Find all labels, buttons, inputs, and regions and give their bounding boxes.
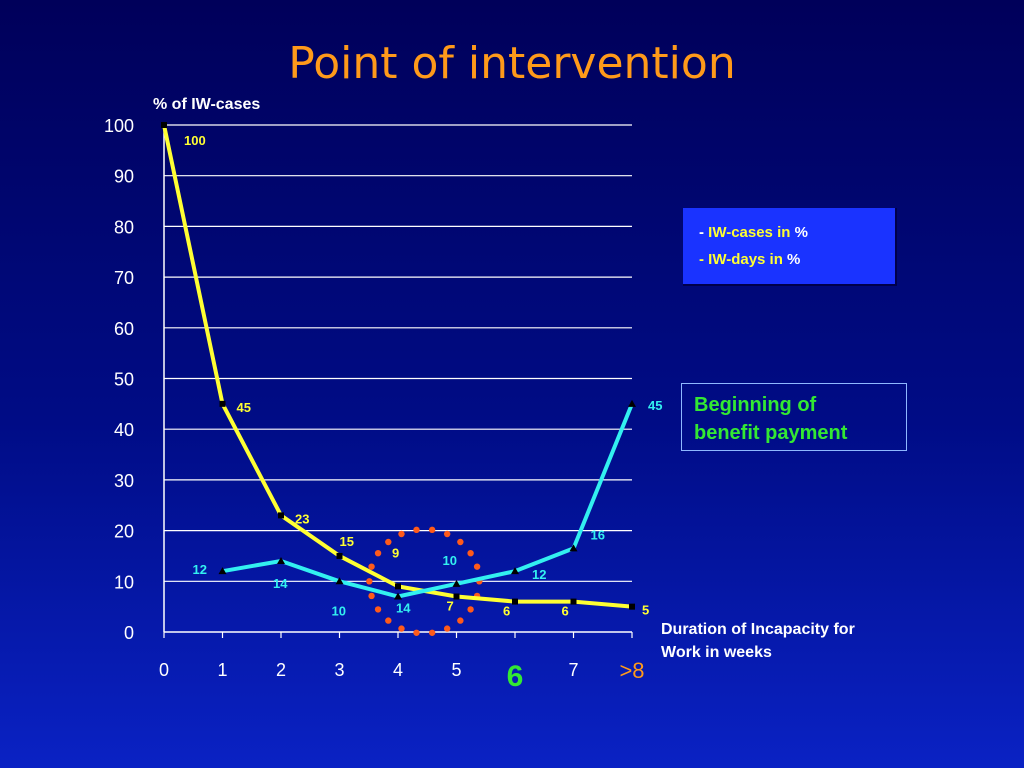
data-label: 6 <box>503 604 510 619</box>
data-label: 100 <box>184 133 206 148</box>
x-tick-label: 0 <box>159 660 169 680</box>
legend-suffix: % <box>794 224 808 241</box>
data-label: 10 <box>332 603 346 618</box>
series-marker <box>394 592 402 600</box>
data-label: 6 <box>562 604 569 619</box>
x-tick-label: 1 <box>217 660 227 680</box>
y-axis-title: % of IW-cases <box>153 96 260 113</box>
legend-suffix: % <box>787 251 801 268</box>
highlight-circle-dot <box>443 625 451 632</box>
x-axis-description-line-1: Duration of Incapacity for <box>661 621 855 638</box>
highlight-circle-dot <box>374 606 382 613</box>
series-marker <box>511 567 519 575</box>
series-marker <box>395 583 401 590</box>
y-tick-label: 80 <box>114 217 134 237</box>
data-label: 14 <box>273 576 288 591</box>
legend-prefix: - <box>699 224 709 241</box>
highlight-circle-dot <box>385 617 392 624</box>
highlight-circle-dot <box>428 629 436 636</box>
series-marker <box>512 598 518 605</box>
highlight-circle-dot <box>368 592 375 600</box>
series-marker <box>453 593 460 600</box>
y-tick-label: 90 <box>114 167 134 187</box>
x-tick-label: 3 <box>334 660 344 680</box>
highlight-circle-dot <box>467 606 474 613</box>
callout-line-2: benefit payment <box>694 422 848 444</box>
series-marker <box>335 577 344 585</box>
y-tick-label: 60 <box>114 319 134 339</box>
legend-entry-iw-cases: - IW-cases in % <box>699 224 808 241</box>
y-tick-label: 0 <box>124 623 134 643</box>
series-marker <box>452 579 461 587</box>
series-marker <box>570 598 577 605</box>
highlight-circle-dot <box>398 625 405 632</box>
highlight-circle-dot <box>428 526 436 534</box>
x-tick-label: 5 <box>451 660 461 680</box>
data-label: 45 <box>648 398 662 413</box>
data-label: 23 <box>295 511 309 526</box>
legend-prefix: - <box>699 251 709 268</box>
highlight-circle-dot <box>366 578 373 585</box>
series-marker <box>277 557 285 565</box>
slide-title: Point of intervention <box>288 38 736 89</box>
data-label: 14 <box>396 601 411 616</box>
highlight-circle-dot <box>413 526 420 534</box>
legend: - IW-cases in % - IW-days in % <box>683 208 897 286</box>
data-label: 16 <box>591 527 605 542</box>
data-label: 9 <box>392 545 399 560</box>
highlight-circle-dot <box>385 538 392 546</box>
data-label: 10 <box>443 553 457 568</box>
y-tick-label: 20 <box>114 522 134 542</box>
legend-label-iw-cases: IW-cases in <box>708 224 795 241</box>
x-axis-description-line-2: Work in weeks <box>661 644 772 661</box>
highlight-circle-dot <box>457 538 464 546</box>
data-label: 45 <box>237 400 251 415</box>
series-marker <box>161 122 167 128</box>
highlight-circle-dot <box>374 549 382 557</box>
series-line <box>222 403 634 599</box>
callout-line-1: Beginning of <box>694 394 817 416</box>
x-tick-label: 2 <box>276 660 286 680</box>
data-label: 12 <box>193 562 207 577</box>
series-marker <box>336 552 343 559</box>
series-marker <box>278 512 284 519</box>
series-marker <box>569 544 578 552</box>
y-tick-label: 30 <box>114 471 134 491</box>
y-tick-label: 100 <box>104 116 134 136</box>
highlight-circle-dot <box>457 617 464 624</box>
y-tick-label: 50 <box>114 370 134 390</box>
y-tick-label: 70 <box>114 268 134 288</box>
highlight-circle-dot <box>443 530 451 538</box>
highlight-circle-dot <box>398 530 405 538</box>
data-label: 5 <box>642 603 649 618</box>
x-axis-description: Duration of Incapacity for Work in weeks <box>661 618 921 664</box>
x-tick-label: 7 <box>568 660 578 680</box>
series-marker <box>628 399 636 407</box>
benefit-payment-callout: Beginning of benefit payment <box>681 383 907 451</box>
legend-entry-iw-days: - IW-days in % <box>699 251 800 268</box>
series-line <box>162 124 633 609</box>
series-marker <box>629 603 635 610</box>
x-tick-label: 6 <box>507 660 524 693</box>
x-tick-label: >8 <box>619 658 644 683</box>
series-marker <box>219 400 226 407</box>
data-label: 12 <box>532 567 546 582</box>
legend-label-iw-days: IW-days in <box>708 251 788 268</box>
highlight-circle-dot <box>473 563 481 570</box>
highlight-circle-dot <box>413 629 420 636</box>
highlight-circle-dot <box>467 549 474 557</box>
y-tick-label: 10 <box>114 572 134 592</box>
x-tick-label: 4 <box>393 660 403 680</box>
series-marker <box>218 567 227 575</box>
data-label: 15 <box>340 534 354 549</box>
highlight-circle-dot <box>368 563 375 570</box>
data-label: 7 <box>447 599 454 614</box>
y-tick-label: 40 <box>114 420 134 440</box>
